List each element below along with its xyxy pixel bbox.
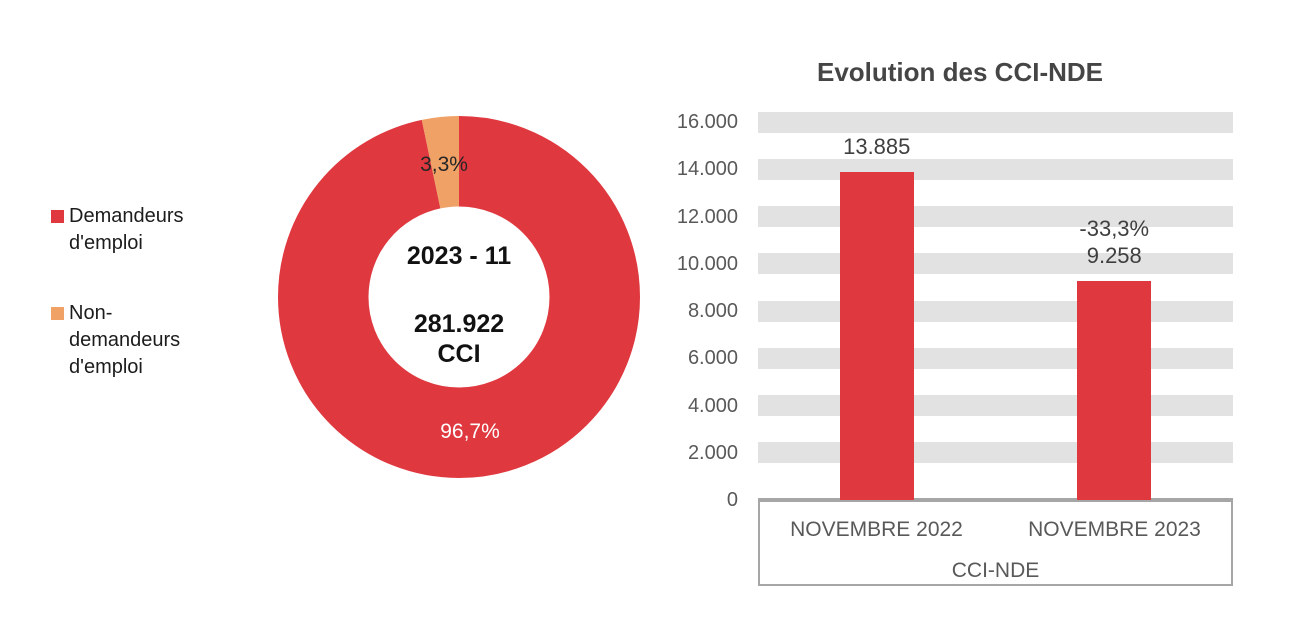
category-label-novembre-2022: NOVEMBRE 2022	[790, 518, 963, 541]
bar-chart-plot-area	[758, 111, 1233, 500]
legend-label: Demandeurs d'emploi	[69, 205, 184, 254]
donut-center-unit: CCI	[437, 340, 481, 368]
grid-band	[758, 442, 1233, 464]
donut-legend: Demandeurs d'emploi Non-demandeurs d'emp…	[51, 203, 226, 381]
donut-center-total: 281.922	[413, 310, 505, 338]
x-axis-title: CCI-NDE	[951, 559, 1040, 582]
y-axis-tick-label: 16.000	[676, 111, 738, 133]
y-axis-tick-label: 10.000	[676, 252, 738, 275]
y-axis-tick-label: 12.000	[676, 205, 738, 228]
grid-band	[758, 158, 1233, 180]
y-axis-tick-label: 4.000	[687, 394, 738, 417]
category-label-novembre-2023: NOVEMBRE 2023	[1028, 518, 1201, 541]
bar-novembre-2022	[839, 171, 914, 500]
grid-band	[758, 111, 1233, 133]
slice-label-demandeurs: 96,7%	[440, 420, 500, 443]
x-axis-box	[758, 498, 1233, 586]
donut-center-period: 2023 - 11	[406, 242, 512, 270]
legend-label: Non-demandeurs d'emploi	[69, 302, 181, 378]
y-axis-tick-label: 14.000	[676, 158, 738, 181]
bar-chart-title: Evolution des CCI-NDE	[816, 57, 1103, 87]
legend-item-demandeurs: Demandeurs d'emploi	[51, 203, 226, 257]
legend-swatch-red	[51, 210, 64, 223]
y-axis-tick-label: 0	[726, 489, 738, 511]
donut-chart	[278, 116, 640, 478]
bar-value-label: -33,3% 9.258	[1024, 215, 1204, 269]
bar-novembre-2023	[1077, 281, 1152, 500]
bar-value-label-line: -33,3%	[1079, 216, 1150, 242]
bar-value-label-line: 13.885	[843, 133, 911, 159]
slice-label-non-demandeurs: 3,3%	[420, 153, 468, 176]
grid-band	[758, 395, 1233, 416]
legend-item-non-demandeurs: Non-demandeurs d'emploi	[51, 300, 226, 381]
y-axis-tick-label: 8.000	[687, 300, 738, 322]
grid-band	[758, 300, 1233, 322]
donut-slice-non-demandeurs	[278, 116, 640, 478]
bar-value-label-line: 9.258	[1086, 243, 1142, 269]
y-axis-tick-label: 6.000	[687, 347, 738, 370]
bar-value-label: 13.885	[787, 133, 967, 160]
y-axis-tick-label: 2.000	[687, 441, 738, 464]
grid-band	[758, 347, 1233, 369]
legend-swatch-orange	[51, 307, 64, 320]
